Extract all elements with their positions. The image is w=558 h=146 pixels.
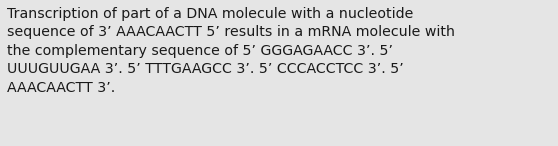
Text: Transcription of part of a DNA molecule with a nucleotide
sequence of 3’ AAACAAC: Transcription of part of a DNA molecule … [7, 7, 455, 95]
